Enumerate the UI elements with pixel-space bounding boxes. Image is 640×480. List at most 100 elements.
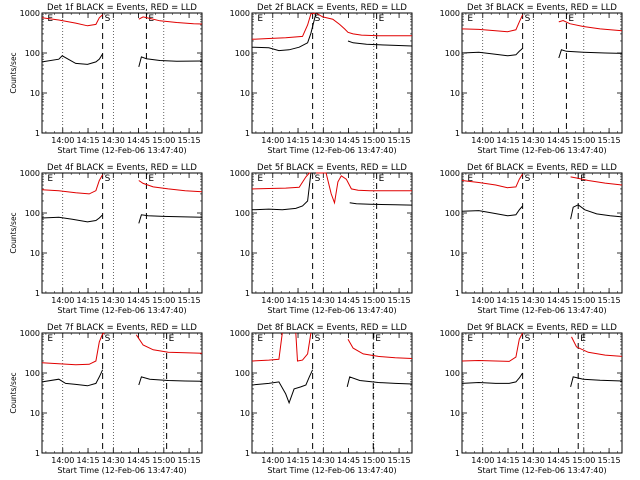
y-tick-label: 100: [25, 369, 40, 378]
red-lld-series: [251, 12, 412, 40]
marker-label: S: [105, 334, 111, 344]
y-tick-label: 10: [240, 249, 250, 258]
panel-det-2: Det 2f BLACK = Events, RED = LLD 1 10 100 10…: [230, 3, 413, 155]
x-tick-label: 14:00: [471, 136, 494, 145]
x-axis-label: Start Time (12-Feb-06 13:47:40): [267, 146, 396, 155]
marker-label: S: [525, 334, 531, 344]
black-events-series: [251, 369, 413, 405]
x-tick-label: 14:30: [522, 136, 545, 145]
y-axis-label: Counts/sec: [9, 52, 18, 93]
marker-label: S: [315, 14, 321, 24]
black-events-series: [41, 369, 203, 387]
x-tick-label: 14:30: [312, 456, 335, 465]
x-tick-label: 14:45: [337, 136, 360, 145]
marker-label: E: [148, 174, 154, 184]
x-axis-label: Start Time (12-Feb-06 13:47:40): [477, 466, 606, 475]
black-events-series: [251, 172, 413, 211]
y-tick-label: 1: [245, 289, 250, 298]
y-tick-label: 1: [245, 449, 250, 458]
black-events-series: [461, 372, 623, 388]
x-axis-label: Start Time (12-Feb-06 13:47:40): [267, 466, 396, 475]
y-tick-label: 10: [450, 89, 460, 98]
panel-title: Det 5f BLACK = Events, RED = LLD: [257, 163, 407, 173]
marker-label: S: [315, 334, 321, 344]
marker-label: E: [375, 334, 381, 344]
y-tick-label: 10: [30, 249, 40, 258]
y-tick-label: 10: [240, 89, 250, 98]
x-tick-label: 15:15: [178, 296, 201, 305]
red-lld-series: [461, 173, 623, 189]
panel-det-6: Det 6f BLACK = Events, RED = LLD 1 10 100 10…: [440, 163, 623, 315]
x-tick-label: 14:00: [471, 296, 494, 305]
y-tick-label: 100: [445, 49, 460, 58]
x-tick-label: 15:00: [572, 456, 595, 465]
marker-label: E: [568, 14, 574, 24]
panel-title: Det 4f BLACK = Events, RED = LLD: [47, 163, 197, 173]
x-tick-label: 14:45: [127, 456, 150, 465]
x-tick-label: 15:00: [362, 296, 385, 305]
red-lld-series: [461, 332, 623, 362]
y-tick-label: 100: [235, 209, 250, 218]
y-tick-label: 100: [445, 209, 460, 218]
y-tick-label: 1000: [20, 329, 40, 338]
marker-label: E: [257, 14, 263, 24]
marker-label: E: [47, 334, 53, 344]
plot-frame: [251, 172, 413, 294]
red-lld-series: [41, 174, 203, 195]
panel-det-5: Det 5f BLACK = Events, RED = LLD 1 10 100 10…: [230, 163, 413, 315]
y-tick-label: 1000: [440, 329, 460, 338]
x-axis-label: Start Time (12-Feb-06 13:47:40): [477, 146, 606, 155]
x-tick-label: 14:30: [102, 296, 125, 305]
x-tick-label: 14:15: [286, 456, 309, 465]
x-tick-label: 14:30: [522, 456, 545, 465]
x-tick-label: 15:00: [152, 136, 175, 145]
x-tick-label: 14:00: [51, 456, 74, 465]
y-tick-label: 1000: [230, 169, 250, 178]
panel-title: Det 7f BLACK = Events, RED = LLD: [47, 323, 197, 333]
panel-title: Det 1f BLACK = Events, RED = LLD: [47, 3, 197, 13]
x-tick-label: 14:00: [261, 456, 284, 465]
marker-label: E: [580, 334, 586, 344]
red-lld-series: [41, 14, 203, 27]
marker-label: S: [315, 174, 321, 184]
panel-title: Det 3f BLACK = Events, RED = LLD: [467, 3, 617, 13]
x-tick-label: 14:30: [522, 296, 545, 305]
plot-frame: [461, 12, 623, 134]
x-tick-label: 15:00: [362, 136, 385, 145]
y-tick-label: 1000: [440, 169, 460, 178]
panel-title: Det 8f BLACK = Events, RED = LLD: [257, 323, 407, 333]
x-tick-label: 14:30: [312, 296, 335, 305]
panel-det-8: Det 8f BLACK = Events, RED = LLD 1 10 100 10…: [230, 323, 413, 475]
y-tick-label: 100: [235, 49, 250, 58]
x-axis-label: Start Time (12-Feb-06 13:47:40): [57, 466, 186, 475]
x-tick-label: 15:15: [178, 456, 201, 465]
plot-frame: [41, 332, 203, 454]
x-tick-label: 14:45: [127, 296, 150, 305]
x-tick-label: 14:15: [286, 136, 309, 145]
x-tick-label: 14:00: [51, 296, 74, 305]
x-tick-label: 14:00: [261, 296, 284, 305]
y-tick-label: 1000: [440, 9, 460, 18]
y-tick-label: 100: [25, 209, 40, 218]
x-tick-label: 14:15: [76, 456, 99, 465]
plot-frame: [251, 12, 413, 134]
x-tick-label: 15:15: [388, 456, 411, 465]
y-tick-label: 1: [35, 449, 40, 458]
x-tick-label: 14:15: [496, 136, 519, 145]
marker-label: E: [257, 174, 263, 184]
y-tick-label: 10: [240, 409, 250, 418]
y-axis-label: Counts/sec: [9, 372, 18, 413]
marker-label: E: [379, 14, 385, 24]
panel-det-4: Det 4f BLACK = Events, RED = LLD 1 10 100 10…: [9, 163, 203, 315]
plot-frame: [41, 172, 203, 294]
x-tick-label: 14:00: [471, 456, 494, 465]
marker-label: E: [169, 334, 175, 344]
panel-det-1: Det 1f BLACK = Events, RED = LLD 1 10 100 10…: [9, 3, 203, 155]
y-tick-label: 1: [245, 129, 250, 138]
y-tick-label: 1: [455, 129, 460, 138]
panel-det-3: Det 3f BLACK = Events, RED = LLD 1 10 100 10…: [440, 3, 623, 155]
y-tick-label: 1: [35, 129, 40, 138]
x-tick-label: 15:00: [152, 296, 175, 305]
x-axis-label: Start Time (12-Feb-06 13:47:40): [477, 306, 606, 315]
x-tick-label: 15:15: [178, 136, 201, 145]
